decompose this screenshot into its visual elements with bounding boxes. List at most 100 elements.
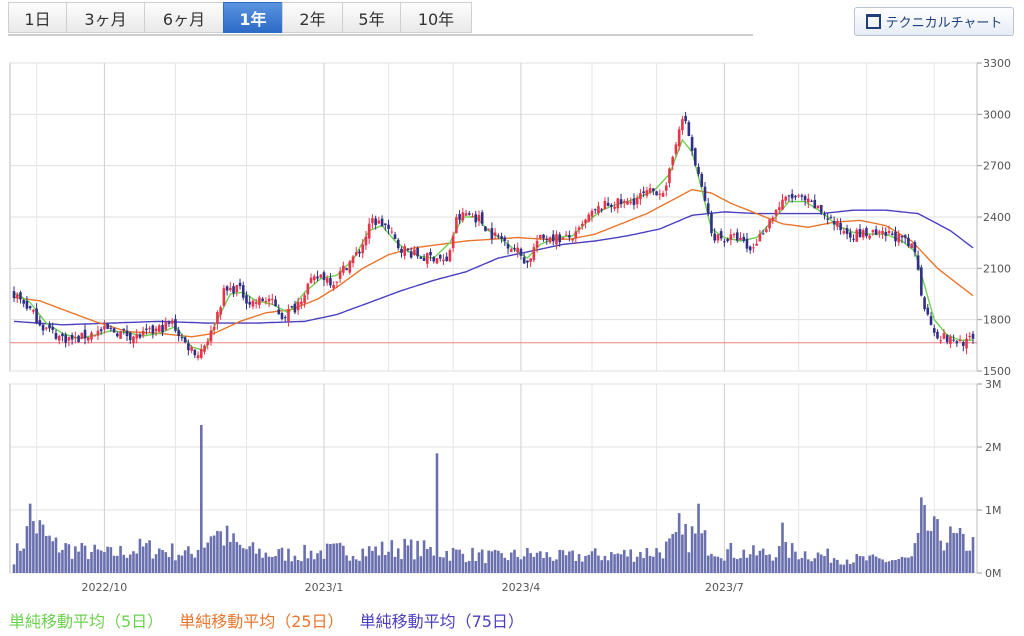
volume-bar (303, 544, 306, 573)
volume-bar (442, 557, 445, 573)
candle-body (28, 306, 32, 309)
candle-body (587, 214, 591, 222)
price-tick-label: 3000 (983, 108, 1011, 121)
candle-body (761, 233, 765, 235)
candle-body (348, 261, 352, 273)
candle-body (748, 246, 752, 251)
tab-1year[interactable]: 1年 (223, 2, 282, 33)
volume-tick-label: 1M (985, 504, 1002, 517)
volume-bar (28, 503, 32, 573)
candle-body (209, 330, 213, 342)
candle-body (64, 334, 67, 343)
volume-bar (839, 564, 842, 573)
volume-bar (167, 557, 171, 573)
tab-2years[interactable]: 2年 (282, 2, 342, 33)
candle-body (487, 229, 490, 231)
candle-body (426, 253, 429, 264)
candle-body (706, 203, 710, 214)
candle-body (361, 244, 365, 254)
volume-bar (600, 560, 603, 573)
candle-body (25, 300, 29, 309)
candle-body (823, 213, 826, 216)
period-tabs: 1日 3ヶ月 6ヶ月 1年 2年 5年 10年 (8, 2, 472, 34)
volume-bar (151, 558, 155, 573)
volume-bar (700, 533, 704, 573)
candle-body (648, 188, 652, 193)
candle-body (884, 231, 888, 236)
candle-body (432, 257, 436, 262)
volume-bar (920, 497, 923, 573)
volume-bar (635, 556, 639, 573)
candle-body (503, 237, 507, 241)
volume-bar (664, 541, 668, 573)
candle-body (903, 235, 907, 238)
candle-body (413, 249, 416, 255)
volume-bar (235, 542, 239, 573)
candle-body (542, 234, 545, 239)
candle-body (936, 331, 939, 339)
candle-body (125, 330, 129, 337)
volume-bar (351, 555, 355, 573)
candle-body (787, 195, 791, 197)
candle-body (745, 238, 749, 249)
volume-bar (713, 556, 716, 573)
candle-body (158, 325, 161, 332)
volume-bar (674, 532, 678, 573)
volume-bar (67, 544, 71, 573)
volume-bar (971, 537, 975, 573)
candle-body (771, 217, 775, 221)
legend-ma75: 単純移動平均（75日） (359, 612, 524, 631)
candle-body (193, 349, 197, 356)
volume-bar (15, 543, 19, 573)
candle-body (419, 257, 423, 259)
candle-body (797, 195, 800, 197)
volume-bar (122, 554, 126, 573)
volume-bar (109, 547, 113, 573)
candle-body (765, 229, 768, 232)
volume-bar (306, 558, 310, 573)
volume-bar (681, 534, 684, 573)
tab-5years[interactable]: 5年 (342, 2, 400, 33)
legend-ma25: 単純移動平均（25日） (179, 612, 344, 631)
volume-bar (952, 532, 955, 573)
candle-body (51, 327, 55, 330)
tab-underline (8, 34, 753, 36)
candle-body (729, 234, 733, 241)
candle-body (932, 328, 936, 333)
candle-body (225, 286, 229, 291)
price-tick-label: 2400 (983, 211, 1011, 224)
candle-body (261, 298, 264, 302)
volume-bar (342, 545, 345, 573)
volume-bars (12, 424, 975, 573)
candle-body (467, 213, 471, 215)
volume-bar (74, 546, 77, 573)
volume-bar (726, 549, 729, 573)
candle-body (332, 284, 335, 289)
volume-bar (261, 557, 264, 573)
volume-bar (516, 556, 520, 573)
volume-bar (532, 556, 536, 573)
volume-bar (183, 550, 187, 573)
volume-bar (787, 557, 791, 573)
ma25-line (13, 188, 974, 338)
volume-bar (790, 543, 794, 573)
volume-bar (271, 556, 274, 573)
candle-body (506, 244, 510, 249)
volume-bar (687, 552, 691, 573)
candle-body (15, 294, 19, 298)
candle-body (894, 231, 897, 242)
candle-body (603, 200, 607, 210)
tab-10years[interactable]: 10年 (400, 2, 472, 33)
volume-bar (735, 559, 739, 573)
volume-bar (781, 522, 784, 573)
technical-chart-button[interactable]: テクニカルチャート (854, 7, 1014, 36)
candle-body (44, 327, 48, 329)
tab-1day[interactable]: 1日 (8, 2, 66, 33)
volume-bar (574, 560, 578, 573)
candle-body (832, 220, 836, 225)
tab-3months[interactable]: 3ヶ月 (66, 2, 144, 33)
candle-body (183, 337, 187, 343)
volume-bar (874, 556, 878, 573)
candle-body (145, 328, 148, 330)
tab-6months[interactable]: 6ヶ月 (144, 2, 223, 33)
